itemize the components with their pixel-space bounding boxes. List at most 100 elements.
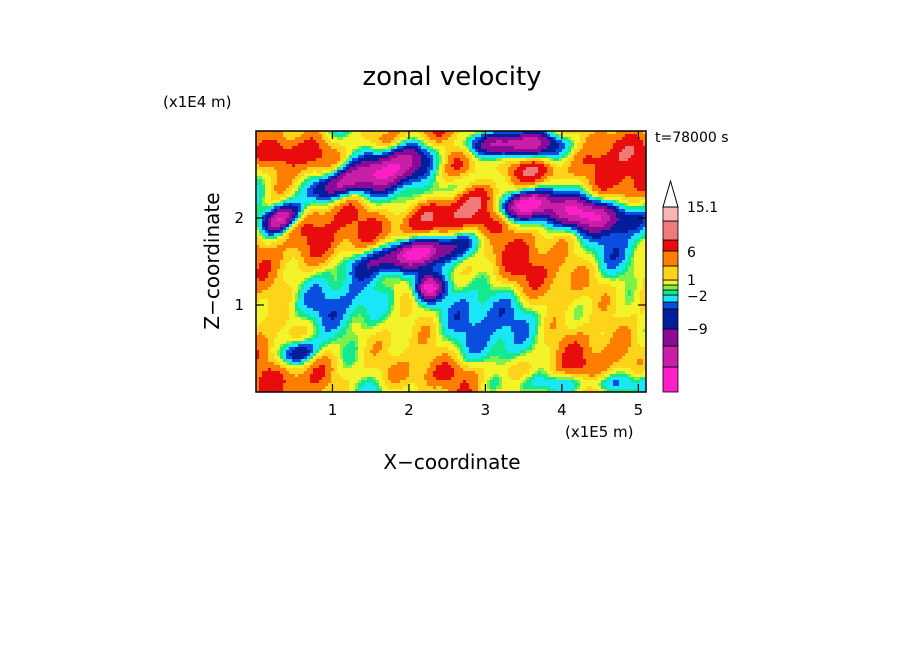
field-cell (481, 170, 485, 174)
field-cell (313, 131, 317, 135)
field-cell (523, 182, 527, 186)
field-cell (538, 233, 542, 237)
field-cell (631, 173, 635, 177)
field-cell (436, 167, 440, 171)
field-cell (436, 185, 440, 189)
field-cell (544, 242, 548, 246)
field-cell (520, 179, 524, 183)
field-cell (640, 215, 644, 219)
field-cell (325, 221, 329, 225)
field-cell (463, 131, 467, 135)
field-cell (589, 158, 593, 162)
field-cell (640, 182, 644, 186)
field-cell (475, 179, 479, 183)
field-cell (553, 230, 557, 234)
field-cell (307, 215, 311, 219)
field-cell (454, 233, 458, 237)
field-cell (403, 179, 407, 183)
field-cell (502, 224, 506, 228)
field-cell (523, 134, 527, 138)
field-cell (562, 149, 566, 153)
field-cell (403, 188, 407, 192)
field-cell (451, 179, 455, 183)
field-cell (298, 197, 302, 201)
field-cell (451, 152, 455, 156)
field-cell (457, 152, 461, 156)
field-cell (595, 218, 599, 222)
field-cell (454, 206, 458, 210)
field-cell (394, 182, 398, 186)
field-cell (571, 233, 575, 237)
field-cell (460, 149, 464, 153)
field-cell (319, 239, 323, 243)
field-cell (520, 194, 524, 198)
field-cell (628, 221, 632, 225)
field-cell (463, 140, 467, 144)
field-cell (433, 137, 437, 141)
field-cell (388, 188, 392, 192)
field-cell (499, 221, 503, 225)
field-cell (304, 152, 308, 156)
field-cell (262, 155, 266, 159)
field-cell (346, 185, 350, 189)
field-cell (538, 149, 542, 153)
field-cell (475, 161, 479, 165)
field-cell (502, 209, 506, 213)
field-cell (409, 161, 413, 165)
field-cell (346, 194, 350, 198)
field-cell (349, 203, 353, 207)
field-cell (370, 212, 374, 216)
field-cell (262, 149, 266, 153)
field-cell (481, 155, 485, 159)
field-cell (355, 206, 359, 210)
field-cell (262, 206, 266, 210)
field-cell (640, 227, 644, 231)
field-cell (502, 242, 506, 246)
field-cell (493, 218, 497, 222)
field-cell (427, 209, 431, 213)
field-cell (388, 179, 392, 183)
field-cell (628, 242, 632, 246)
field-cell (409, 209, 413, 213)
field-cell (286, 149, 290, 153)
field-cell (262, 209, 266, 213)
field-cell (424, 212, 428, 216)
field-cell (550, 221, 554, 225)
field-cell (355, 215, 359, 219)
field-cell (412, 194, 416, 198)
field-cell (418, 206, 422, 210)
field-cell (274, 245, 278, 249)
field-cell (289, 227, 293, 231)
field-cell (322, 170, 326, 174)
field-cell (544, 185, 548, 189)
field-cell (358, 206, 362, 210)
field-cell (535, 131, 539, 135)
field-cell (367, 155, 371, 159)
field-cell (490, 164, 494, 168)
field-cell (280, 176, 284, 180)
field-cell (625, 197, 629, 201)
field-cell (640, 194, 644, 198)
field-cell (397, 209, 401, 213)
field-cell (325, 158, 329, 162)
field-cell (448, 209, 452, 213)
field-cell (484, 185, 488, 189)
field-cell (439, 170, 443, 174)
field-cell (358, 161, 362, 165)
field-cell (307, 191, 311, 195)
field-cell (343, 236, 347, 240)
field-cell (328, 176, 332, 180)
field-cell (481, 242, 485, 246)
field-cell (520, 239, 524, 243)
field-cell (421, 209, 425, 213)
field-cell (412, 146, 416, 150)
field-cell (442, 140, 446, 144)
field-cell (274, 206, 278, 210)
field-cell (469, 224, 473, 228)
field-cell (490, 242, 494, 246)
field-cell (415, 143, 419, 147)
field-cell (541, 158, 545, 162)
field-cell (415, 221, 419, 225)
field-cell (280, 158, 284, 162)
field-cell (472, 131, 476, 135)
